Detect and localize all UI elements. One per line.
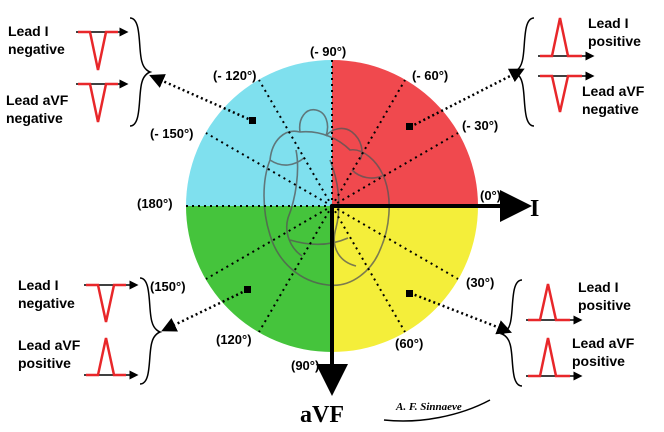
angle-150: (150°) <box>150 279 186 294</box>
waveform-negative-icon <box>538 71 595 113</box>
tr-line2-a: Lead aVF <box>582 83 645 99</box>
waveform-negative-icon <box>76 27 129 71</box>
quadrant-lower-left <box>186 206 332 352</box>
arrow-to-top-right <box>409 68 525 129</box>
lead-i-label: I <box>530 196 539 222</box>
marker-square-ll <box>244 286 251 293</box>
arrow-to-bottom-right <box>409 291 512 335</box>
box-bottom-right: Lead I positive Lead aVF positive <box>499 279 635 387</box>
box-top-right: Lead I positive Lead aVF negative <box>511 15 645 127</box>
angle-minus-120: (- 120°) <box>213 68 257 83</box>
br-line2-a: Lead aVF <box>572 335 635 351</box>
angle-90: (90°) <box>291 358 319 373</box>
quadrant-lower-right <box>332 206 478 352</box>
bl-line1-b: negative <box>18 295 75 311</box>
signature: A. F. Sinnaeve <box>383 399 491 422</box>
marker-square-ur <box>406 123 413 130</box>
box-bottom-left: Lead I negative Lead aVF positive <box>18 277 163 385</box>
dotted-axes <box>186 60 459 333</box>
br-line2-b: positive <box>572 353 625 369</box>
bl-line2-a: Lead aVF <box>18 337 81 353</box>
brace-icon <box>139 277 163 385</box>
tr-line2-b: negative <box>582 101 639 117</box>
br-line1-b: positive <box>578 297 631 313</box>
waveform-positive-icon <box>526 337 583 381</box>
tl-line1-b: negative <box>8 41 65 57</box>
br-line1-a: Lead I <box>578 279 618 295</box>
angle-minus-30: (- 30°) <box>462 118 498 133</box>
waveform-negative-icon <box>76 79 129 123</box>
box-top-left: Lead I negative Lead aVF negative <box>6 17 153 127</box>
waveform-positive-icon <box>538 17 595 61</box>
angle-120: (120°) <box>216 332 252 347</box>
angle-0: (0°) <box>480 188 501 203</box>
marker-square-lr <box>406 290 413 297</box>
angle-60: (60°) <box>395 336 423 351</box>
angle-30: (30°) <box>466 275 494 290</box>
tl-line2-b: negative <box>6 110 63 126</box>
tl-line1-a: Lead I <box>8 23 48 39</box>
signature-text: A. F. Sinnaeve <box>395 401 462 413</box>
waveform-negative-icon <box>84 280 139 323</box>
brace-icon <box>129 17 153 127</box>
marker-square-ul <box>249 117 256 124</box>
tr-line1-a: Lead I <box>588 15 628 31</box>
waveform-positive-icon <box>526 283 583 325</box>
avf-label: aVF <box>300 402 344 428</box>
brace-icon <box>511 17 535 127</box>
angle-minus-90: (- 90°) <box>310 44 346 59</box>
waveform-positive-icon <box>84 337 139 380</box>
angle-minus-150: (- 150°) <box>150 126 194 141</box>
tl-line2-a: Lead aVF <box>6 92 69 108</box>
brace-icon <box>499 279 523 387</box>
tr-line1-b: positive <box>588 33 641 49</box>
angle-180: (180°) <box>137 196 173 211</box>
bl-line1-a: Lead I <box>18 277 58 293</box>
heart-icon <box>263 108 390 287</box>
quadrant-upper-left <box>186 60 332 206</box>
bl-line2-b: positive <box>18 355 71 371</box>
angle-minus-60: (- 60°) <box>412 68 448 83</box>
